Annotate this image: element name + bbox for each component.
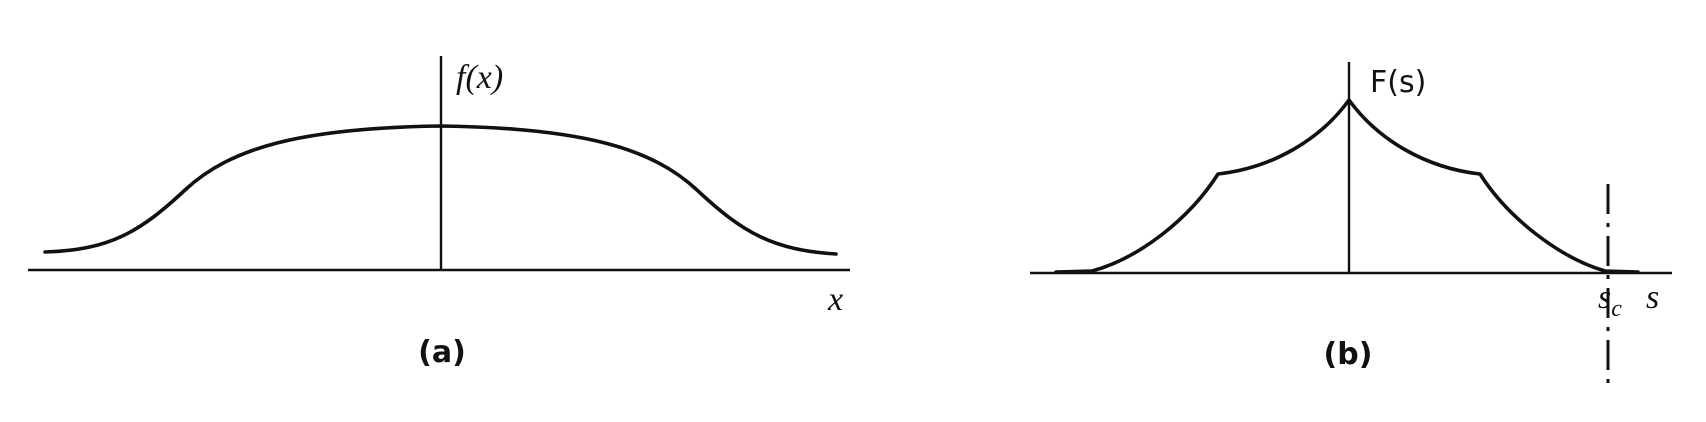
panel-a-curve	[43, 124, 838, 256]
panel-b-cutoff-subscript: c	[1611, 296, 1622, 322]
panel-a-x-axis-label: x	[827, 281, 843, 318]
panel-a: f(x) x (a)	[28, 56, 850, 370]
panel-a-caption: (a)	[418, 335, 466, 370]
panel-b-cutoff-main: s	[1598, 279, 1611, 316]
panel-b-caption: (b)	[1324, 337, 1373, 372]
panel-b-cutoff-label: sc	[1598, 279, 1622, 322]
panel-b: F(s) sc s (b)	[1030, 62, 1672, 386]
panel-a-function-label: f(x)	[456, 59, 503, 96]
panel-b-x-axis-label: s	[1646, 279, 1659, 316]
panel-b-curve	[1054, 98, 1640, 274]
panel-b-function-label: F(s)	[1370, 65, 1426, 100]
